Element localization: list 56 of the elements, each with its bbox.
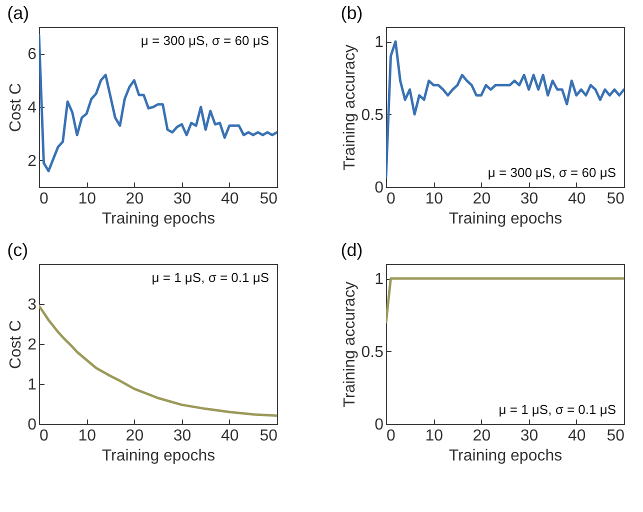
x-tick-label: 20 [126,428,144,444]
chart-title: (d) [340,240,363,260]
x-tick-label: 0 [40,428,48,444]
x-axis-title: Training epochs [102,210,216,228]
y-tick-label: 3 [28,296,37,314]
line-series [39,304,277,417]
y-tick-label: 2 [28,152,37,170]
x-tick-label: 10 [425,190,444,208]
x-tick-label: 40 [221,190,239,208]
x-tick-label: 40 [568,190,586,208]
annotation: μ = 300 μS, σ = 60 μS [140,33,270,48]
line-series [39,34,277,172]
x-tick-label: 40 [221,428,239,444]
chart-title: (b) [340,3,363,23]
x-tick-label: 30 [173,190,192,208]
x-tick-label: 50 [260,428,278,444]
y-tick-label: 1 [374,271,384,288]
y-tick-label: 1 [374,34,384,52]
annotation: μ = 1 μS, σ = 0.1 μS [498,402,616,417]
x-tick-label: 0 [386,190,396,208]
annotation: μ = 300 μS, σ = 60 μS [488,165,616,180]
y-tick-label: 0 [28,416,37,434]
line-series [386,40,624,178]
chart-title: (a) [7,3,30,23]
x-tick-label: 50 [606,428,625,444]
y-axis-title: Training accuracy [341,44,358,170]
x-tick-label: 50 [260,190,278,208]
x-tick-label: 20 [472,428,491,444]
y-tick-label: 2 [28,336,37,354]
x-tick-label: 0 [386,428,396,444]
x-axis-title: Training epochs [448,210,562,228]
y-tick-label: 0.5 [361,106,384,124]
x-tick-label: 30 [173,428,192,444]
x-tick-label: 30 [520,190,538,208]
y-axis-title: Training accuracy [341,282,358,408]
x-tick-label: 20 [126,190,144,208]
chart-title: (c) [7,240,28,260]
y-axis-title: Cost C [8,320,25,369]
x-axis-title: Training epochs [102,448,216,464]
x-tick-label: 20 [472,190,491,208]
x-tick-label: 10 [78,190,96,208]
x-tick-label: 50 [606,190,625,208]
x-tick-label: 0 [40,190,48,208]
y-tick-label: 4 [28,100,37,116]
y-tick-label: 0.5 [361,344,384,361]
y-axis-title: Cost C [8,83,25,132]
y-tick-label: 0 [374,416,384,434]
y-tick-label: 1 [28,376,37,394]
x-tick-label: 10 [425,428,444,444]
y-tick-label: 0 [374,180,384,196]
x-tick-label: 40 [568,428,586,444]
x-tick-label: 10 [78,428,96,444]
x-axis-title: Training epochs [448,448,562,464]
annotation: μ = 1 μS, σ = 0.1 μS [152,270,270,285]
y-tick-label: 6 [28,46,37,64]
x-tick-label: 30 [520,428,538,444]
